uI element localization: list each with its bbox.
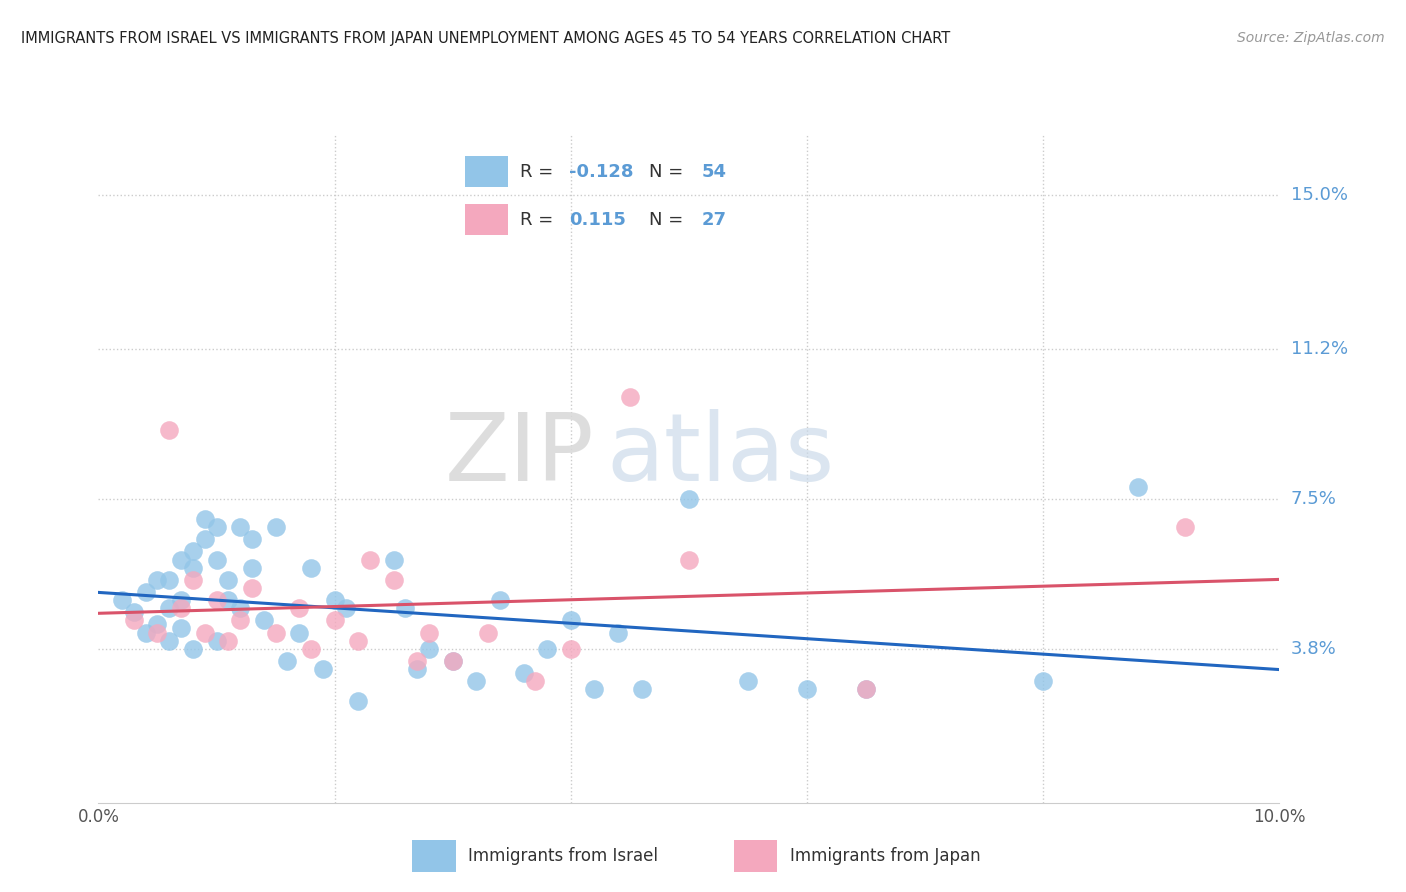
Point [512,666,534,681]
Point [312,662,335,676]
FancyBboxPatch shape [734,840,778,872]
Text: Immigrants from Japan: Immigrants from Japan [790,847,980,865]
Point [181,641,204,656]
Point [382,573,405,587]
Point [855,682,877,697]
Text: Immigrants from Israel: Immigrants from Israel [468,847,658,865]
Point [181,573,204,587]
Text: 15.0%: 15.0% [1291,186,1347,203]
Point [181,560,204,574]
Text: Source: ZipAtlas.com: Source: ZipAtlas.com [1237,31,1385,45]
Point [465,674,488,689]
Point [1126,479,1149,493]
Point [536,641,558,656]
Point [229,520,252,534]
Point [524,674,547,689]
Point [217,573,239,587]
Point [146,617,169,632]
Point [335,601,357,615]
Point [157,573,180,587]
Point [441,654,464,668]
Point [205,552,228,566]
Point [205,633,228,648]
Point [288,601,311,615]
Point [240,533,263,547]
Point [264,625,287,640]
Point [678,491,700,506]
Point [157,633,180,648]
Point [323,613,346,627]
Point [347,633,370,648]
Point [1174,520,1197,534]
Point [489,593,512,607]
Point [181,544,204,558]
Point [560,613,582,627]
Point [796,682,818,697]
Point [560,641,582,656]
Point [394,601,416,615]
Point [583,682,606,697]
Point [111,593,134,607]
Point [737,674,759,689]
Point [264,520,287,534]
Point [477,625,499,640]
Point [406,654,429,668]
Point [157,601,180,615]
Point [299,560,322,574]
Point [217,593,239,607]
Point [170,622,193,636]
Point [205,593,228,607]
FancyBboxPatch shape [412,840,456,872]
Point [229,601,252,615]
Text: IMMIGRANTS FROM ISRAEL VS IMMIGRANTS FROM JAPAN UNEMPLOYMENT AMONG AGES 45 TO 54: IMMIGRANTS FROM ISRAEL VS IMMIGRANTS FRO… [21,31,950,46]
Point [276,654,298,668]
Point [418,625,440,640]
Point [194,625,217,640]
Point [619,390,641,404]
Point [205,520,228,534]
Point [607,625,630,640]
Point [122,605,145,619]
Point [418,641,440,656]
Point [406,662,429,676]
Point [382,552,405,566]
Point [441,654,464,668]
Point [146,625,169,640]
Point [157,423,180,437]
Point [323,593,346,607]
Point [135,585,157,599]
Point [299,641,322,656]
Point [229,613,252,627]
Text: ZIP: ZIP [444,409,595,501]
Point [146,573,169,587]
Point [194,512,217,526]
Point [170,593,193,607]
Point [347,694,370,708]
Point [1032,674,1054,689]
Text: 3.8%: 3.8% [1291,640,1336,657]
Text: 11.2%: 11.2% [1291,340,1348,358]
Point [253,613,276,627]
Point [678,552,700,566]
Text: atlas: atlas [606,409,835,501]
Text: 7.5%: 7.5% [1291,490,1337,508]
Point [288,625,311,640]
Point [217,633,239,648]
Point [170,601,193,615]
Point [194,533,217,547]
Point [240,581,263,595]
Point [855,682,877,697]
Point [170,552,193,566]
Point [240,560,263,574]
Point [122,613,145,627]
Point [630,682,652,697]
Point [135,625,157,640]
Point [359,552,381,566]
